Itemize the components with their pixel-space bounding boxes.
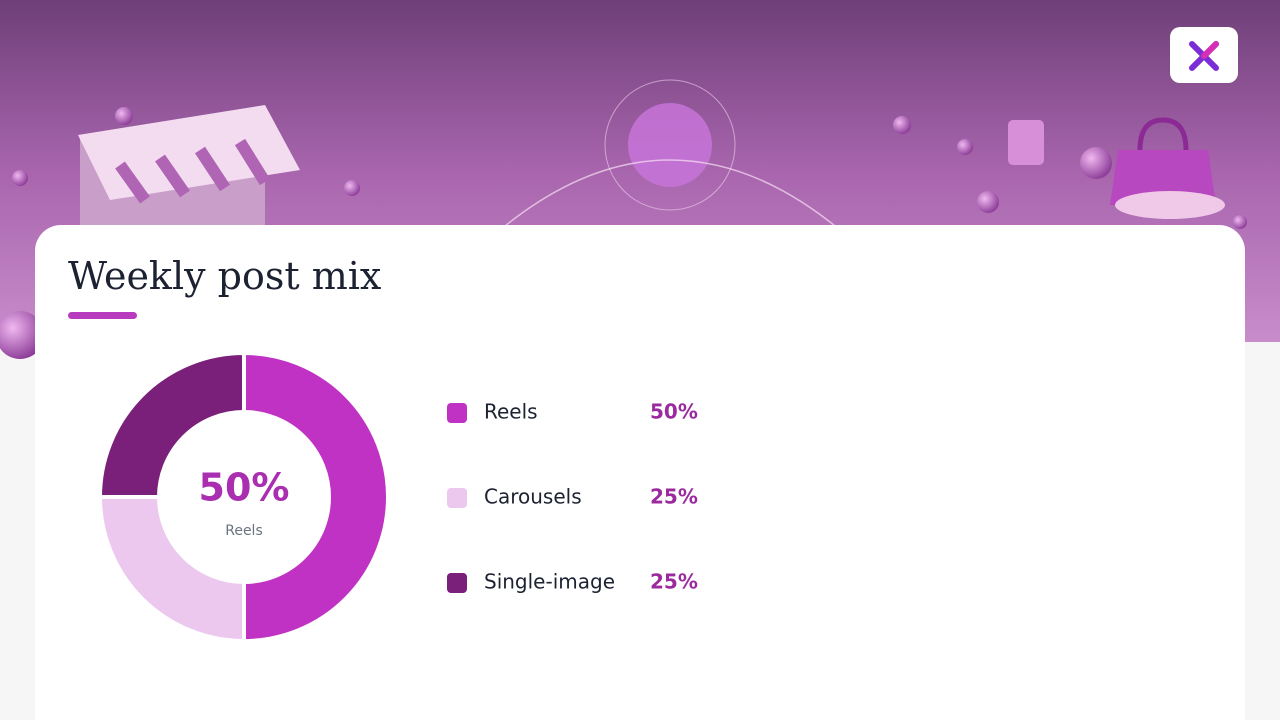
legend-swatch [447, 403, 467, 423]
center-label: Reels [225, 523, 263, 539]
legend-value: 25% [650, 485, 698, 509]
chart-title: Weekly post mix [68, 254, 381, 298]
legend-label: Carousels [484, 485, 582, 509]
legend-value: 50% [650, 400, 698, 424]
legend-label: Single-image [484, 570, 615, 594]
legend-value: 25% [650, 570, 698, 594]
legend-swatch [447, 573, 467, 593]
logo-button[interactable] [1170, 27, 1238, 83]
donut-segment [242, 350, 390, 644]
legend-swatch [447, 488, 467, 508]
donut-segment [97, 495, 246, 644]
legend-label: Reels [484, 400, 538, 424]
title-underline [68, 312, 137, 319]
donut-segment [97, 350, 246, 499]
center-value: 50% [199, 466, 290, 510]
